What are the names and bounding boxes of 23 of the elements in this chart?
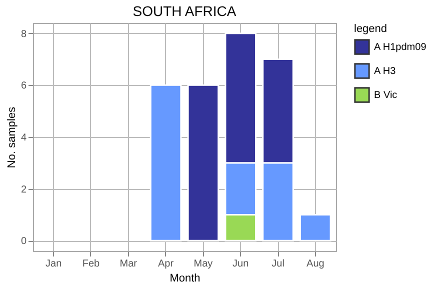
legend-title: legend [354,23,388,35]
y-tick-label: 0 [20,236,27,248]
x-tick-label: Apr [158,258,174,270]
bar [187,84,220,242]
legend-label: A H3 [374,66,396,77]
x-tick-label: Feb [82,258,100,270]
x-tick-label: Jan [46,258,62,270]
bar [300,214,332,242]
y-tick-label: 4 [20,132,27,144]
x-tick-label: May [194,258,213,270]
chart-title: SOUTH AFRICA [132,3,237,19]
x-tick-label: Aug [306,258,324,270]
y-tick-label: 2 [20,184,27,196]
x-tick-label: Mar [120,258,138,270]
y-tick-label: 6 [20,80,27,92]
x-axis-title: Month [170,272,200,284]
x-tick-label: Jul [272,258,284,270]
legend-label: B Vic [374,90,398,101]
y-axis-title: No. samples [6,106,18,168]
x-tick-label: Jun [232,258,249,270]
bar [150,84,182,242]
y-tick-label: 8 [20,28,27,40]
legend-label: A H1pdm09 [374,42,427,53]
